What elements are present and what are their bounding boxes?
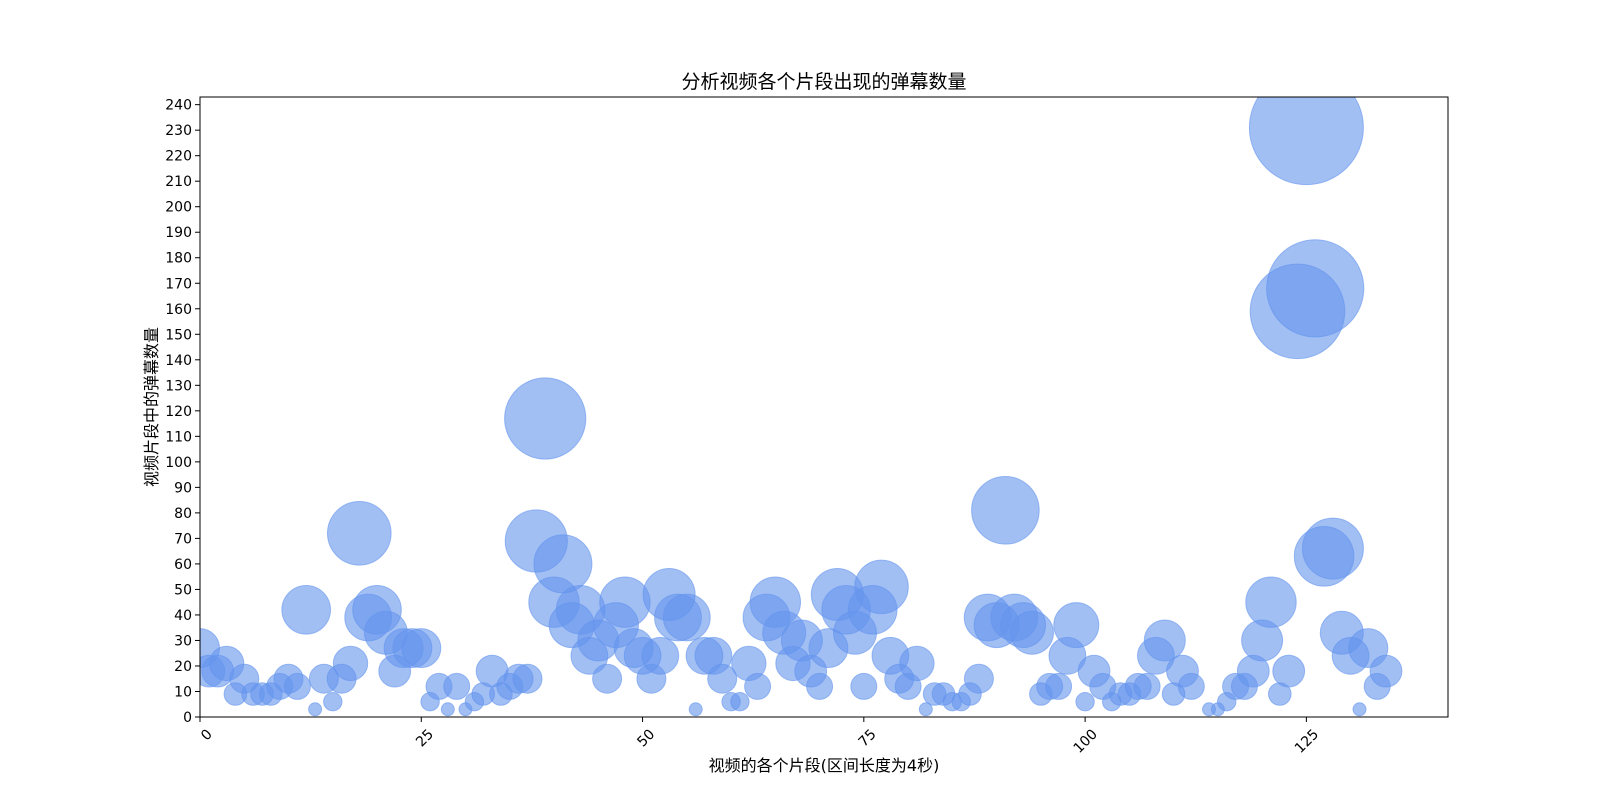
- y-tick-label: 200: [165, 200, 192, 216]
- bubble-point-25: [401, 628, 442, 669]
- y-tick-label: 10: [174, 684, 192, 700]
- y-tick-label: 230: [165, 123, 192, 139]
- y-tick-label: 150: [165, 327, 192, 343]
- y-tick-label: 30: [174, 633, 192, 649]
- y-tick-label: 180: [165, 251, 192, 267]
- bubble-point-82: [918, 702, 933, 717]
- y-tick-label: 130: [165, 378, 192, 394]
- y-tick-label: 0: [183, 710, 192, 726]
- bubble-point-70: [806, 672, 834, 700]
- bubble-point-28: [440, 702, 455, 717]
- y-tick-label: 220: [165, 149, 192, 165]
- y-tick-label: 240: [165, 98, 192, 114]
- x-axis-title: 视频的各个片段(区间长度为4秒): [709, 756, 940, 775]
- bubble-point-48: [599, 576, 651, 628]
- y-tick-label: 60: [174, 557, 192, 573]
- y-tick-label: 50: [174, 582, 192, 598]
- y-tick-label: 90: [174, 480, 192, 496]
- y-tick-label: 210: [165, 174, 192, 190]
- bubble-point-99: [1053, 602, 1100, 649]
- bubble-point-18: [327, 501, 392, 566]
- bubble-point-37: [512, 663, 543, 694]
- bubble-point-112: [1177, 672, 1205, 700]
- bubble-point-122: [1272, 654, 1306, 688]
- y-tick-label: 70: [174, 531, 192, 547]
- bubble-point-61: [730, 692, 750, 712]
- bubble-point-11: [283, 672, 311, 700]
- bubble-point-55: [662, 593, 711, 642]
- y-tick-label: 110: [165, 429, 192, 445]
- plot-frame: [199, 96, 1449, 718]
- bubble-point-13: [308, 702, 323, 717]
- y-tick-label: 20: [174, 659, 192, 675]
- bubble-point-59: [707, 663, 738, 694]
- y-tick-label: 40: [174, 608, 192, 624]
- y-tick-label: 120: [165, 404, 192, 420]
- bubble-point-94: [1010, 610, 1054, 655]
- y-axis: 0 10 20 30 40 50 60 70 80 90 100 110 120 130 140 150 160…: [165, 98, 200, 726]
- bubble-point-41: [533, 534, 593, 594]
- bubble-point-56: [688, 702, 703, 717]
- bubble-point-63: [744, 672, 772, 700]
- y-axis-title: 视频片段中的弹幕数量: [142, 327, 161, 487]
- bubble-point-39: [504, 377, 587, 460]
- bubble-point-124: [1248, 97, 1364, 186]
- bubble-point-15: [323, 692, 343, 712]
- y-tick-label: 100: [165, 455, 192, 471]
- bubble-point-75: [850, 672, 878, 700]
- bubble-point-52: [641, 636, 680, 675]
- bubble-point-91: [971, 476, 1040, 545]
- y-tick-label: 140: [165, 353, 192, 369]
- bubble-point-46: [592, 663, 623, 694]
- y-tick-label: 160: [165, 302, 192, 318]
- y-tick-label: 80: [174, 506, 192, 522]
- bubble-layer: [200, 97, 1403, 717]
- bubble-point-109: [1143, 619, 1186, 662]
- bubble-point-120: [1245, 576, 1297, 628]
- bubble-point-133: [1369, 654, 1403, 688]
- bubble-point-12: [281, 585, 332, 635]
- bubble-point-100: [1075, 692, 1095, 712]
- bubble-point-81: [899, 645, 935, 682]
- bubble-point-107: [1133, 672, 1161, 700]
- bubble-point-130: [1352, 702, 1367, 717]
- bubble-point-125: [1266, 239, 1365, 338]
- bubble-point-127: [1301, 517, 1364, 580]
- bubble-point-17: [332, 645, 369, 682]
- bubble-point-29: [443, 672, 471, 700]
- bubble-point-88: [963, 663, 994, 694]
- chart-title: 分析视频各个片段出现的弹幕数量: [681, 71, 966, 93]
- bubble-point-77: [854, 559, 909, 615]
- bubble-point-97: [1045, 672, 1073, 700]
- y-tick-label: 170: [165, 276, 192, 292]
- y-tick-label: 190: [165, 225, 192, 241]
